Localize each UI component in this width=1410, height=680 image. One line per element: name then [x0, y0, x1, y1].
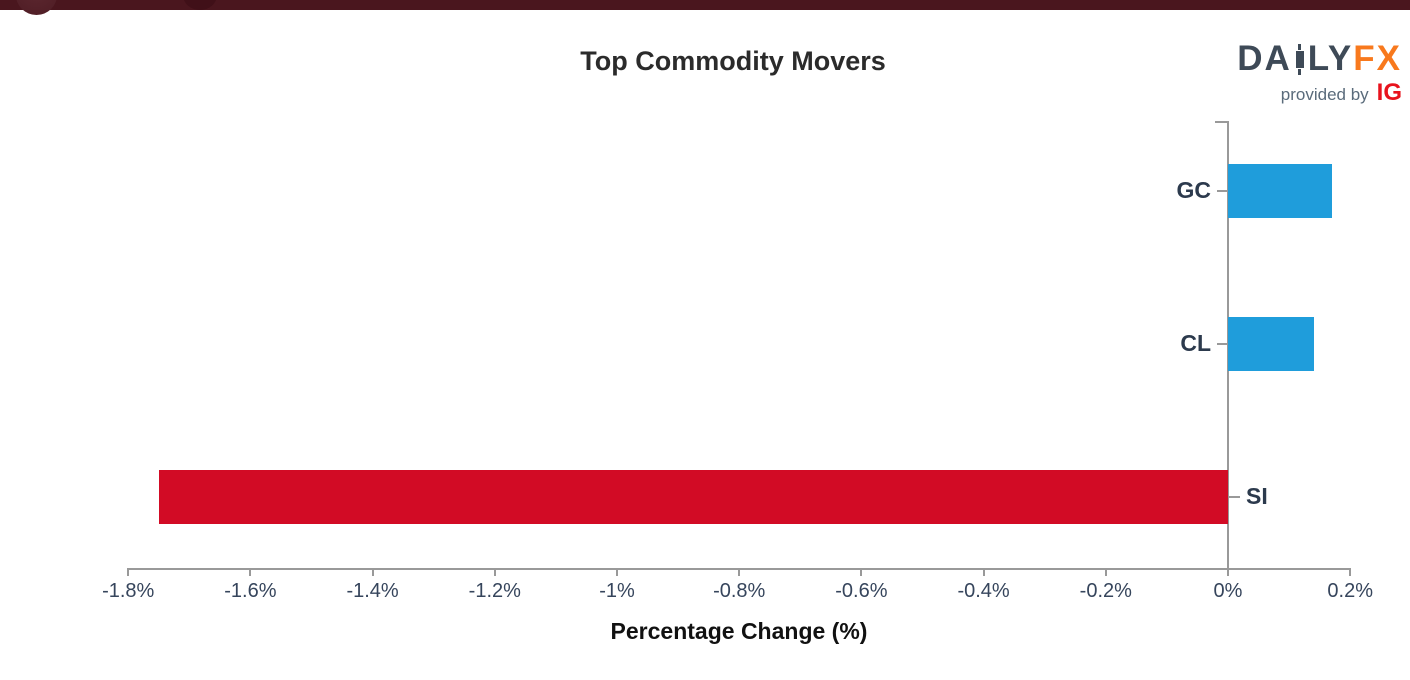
x-axis-tick — [982, 568, 985, 576]
x-tick-label: 0% — [1213, 580, 1243, 602]
x-axis-tick — [616, 568, 618, 576]
x-tick-label: -0.2% — [1079, 580, 1132, 602]
bar-cl — [1228, 317, 1314, 371]
category-label: GC — [1176, 177, 1212, 203]
provided-by-text: provided by — [1280, 85, 1369, 104]
candlestick-icon — [1295, 43, 1304, 75]
x-tick-label: -0.6% — [835, 580, 888, 602]
x-tick-label: -1.2% — [468, 580, 521, 602]
x-tick-label: -0.4% — [957, 580, 1010, 602]
x-axis-tick — [371, 568, 374, 576]
ig-logo: IG — [1376, 79, 1402, 106]
x-axis-title: Percentage Change (%) — [610, 618, 868, 644]
category-tick — [1229, 496, 1240, 498]
bar-gc — [1228, 164, 1332, 218]
x-axis-tick — [1104, 568, 1107, 576]
logo-text-fx: FX — [1353, 39, 1402, 78]
logo-text-da: DA — [1237, 39, 1292, 78]
category-label: SI — [1246, 483, 1268, 509]
banner-corner-circle — [16, 0, 57, 15]
banner-inner-circle — [183, 0, 217, 10]
category-label: CL — [1180, 330, 1211, 356]
y-axis-end-cap — [1215, 121, 1228, 123]
x-axis-tick — [127, 568, 130, 576]
x-tick-label: 0.2% — [1327, 580, 1373, 602]
category-tick — [1217, 343, 1228, 345]
category-tick — [1217, 190, 1228, 192]
x-tick-label: -0.8% — [713, 580, 766, 602]
dailyfx-wordmark: DA LY FX — [1132, 39, 1402, 78]
x-axis-tick — [860, 568, 863, 576]
x-tick-label: -1.8% — [102, 580, 155, 602]
x-axis-tick — [1227, 568, 1229, 576]
x-axis-tick — [1349, 568, 1352, 576]
chart-title: Top Commodity Movers — [580, 46, 886, 76]
bar-si — [158, 470, 1228, 524]
top-banner — [0, 0, 1410, 10]
dailyfx-logo: DA LY FX provided by IG — [1132, 39, 1402, 107]
x-axis-tick — [493, 568, 496, 576]
x-tick-label: -1.6% — [224, 580, 277, 602]
x-tick-label: -1.4% — [346, 580, 399, 602]
logo-text-ly: LY — [1307, 39, 1354, 78]
x-tick-label: -1% — [599, 580, 635, 602]
x-axis-tick — [738, 568, 741, 576]
provided-by-line: provided by IG — [1132, 79, 1402, 107]
x-axis-tick — [249, 568, 252, 576]
